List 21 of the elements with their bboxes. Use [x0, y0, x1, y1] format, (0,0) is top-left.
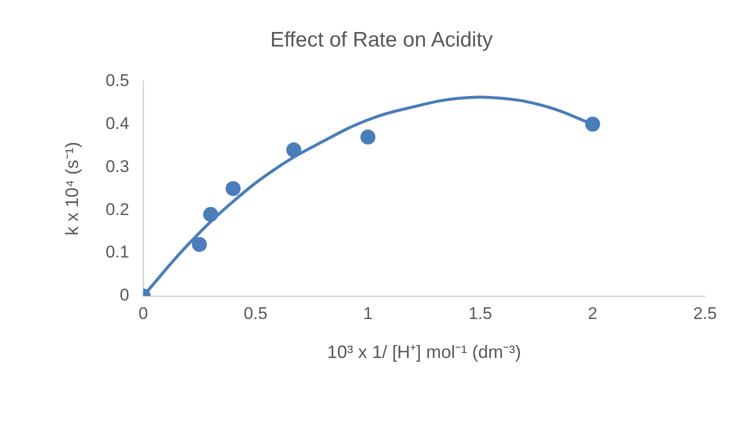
point [286, 142, 302, 158]
x-tick-label: 2 [588, 304, 598, 323]
x-tick-label: 1.5 [468, 304, 492, 323]
point [226, 181, 241, 196]
y-tick-label: 0.4 [106, 114, 130, 133]
point [585, 116, 600, 132]
y-tick-label: 0.1 [106, 242, 130, 262]
y-tick-label: 0.5 [106, 70, 130, 90]
x-tick-label: 0 [138, 304, 148, 323]
chart-title: Effect of Rate on Acidity [270, 28, 494, 52]
y-tick-label: 0 [120, 286, 130, 305]
y-axis-title: k x 10⁴ (s⁻¹) [62, 142, 82, 236]
y-tick-label: 0.2 [106, 200, 130, 219]
x-tick-label: 0.5 [244, 304, 268, 323]
x-tick-label: 2.5 [693, 304, 717, 323]
y-tick-label: 0.3 [106, 156, 130, 176]
point [203, 206, 218, 222]
x-axis-title: 10³ x 1/ [H⁺] mol⁻¹ (dm⁻³) [327, 342, 522, 362]
point [192, 236, 207, 252]
point [360, 130, 376, 145]
x-tick-label: 1 [363, 304, 373, 323]
